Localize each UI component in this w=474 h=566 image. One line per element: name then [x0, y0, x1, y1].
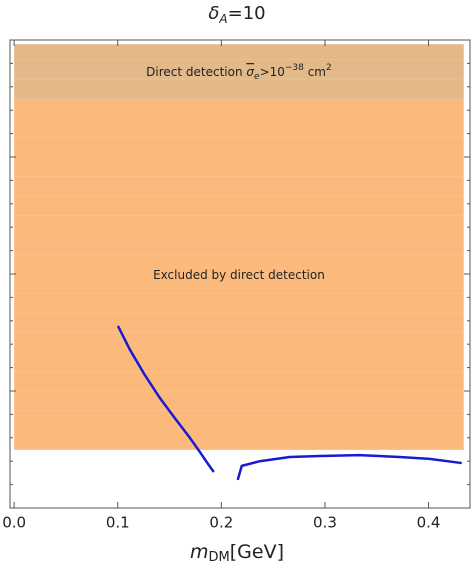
x-tick-label: 0.2	[209, 514, 233, 532]
x-tick-label: 0.4	[417, 514, 441, 532]
region	[14, 44, 464, 100]
curve	[116, 325, 215, 473]
x-tick-label: 0.3	[313, 514, 337, 532]
chart-title: δA=10	[208, 3, 265, 26]
label-part: 2	[326, 63, 332, 73]
label-part: e	[254, 72, 260, 82]
label-part: >10	[260, 65, 285, 79]
label-part: σ	[246, 65, 254, 79]
region	[14, 99, 464, 450]
x-axis-label: mDM[GeV]	[190, 541, 284, 565]
label-part: −38	[285, 63, 304, 73]
x-tick-label: 0.0	[2, 514, 26, 532]
label-part: cm	[304, 65, 326, 79]
region-label: Excluded by direct detection	[153, 267, 325, 281]
x-tick-label: 0.1	[106, 514, 130, 532]
curve	[236, 453, 462, 481]
label-part: Direct detection	[146, 65, 246, 79]
label-part: Excluded by direct detection	[153, 267, 325, 281]
region-label: Direct detection σe>10−38 cm2	[146, 63, 332, 82]
